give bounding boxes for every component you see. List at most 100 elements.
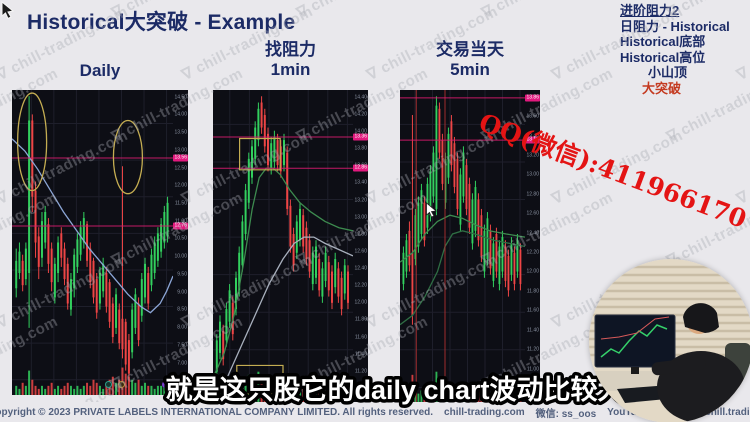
page-title: Historical大突破 - Example [27,11,296,34]
axis-label: 12.00 [354,299,367,306]
axis-label: 11.00 [354,385,367,392]
price-flag-badge: 12.76 [173,222,188,230]
annotations [213,137,353,394]
mouse-cursor-icon [1,1,15,19]
chart-title-1min: 找阻力 1min [213,40,368,80]
menu-item-daily-resistance-historical: 日阻力 - Historical [620,18,730,34]
chart-panel-1min: 14.4014.2014.0013.8013.6013.4013.2013.00… [213,90,368,403]
axis-label: 13.00 [526,171,539,178]
daily-candlestick-plot [12,90,173,395]
axis-label: 9.50 [177,271,187,278]
watermark-tile: ∇ chill-trading.com [294,0,431,22]
axis-label: 11.00 [526,366,539,372]
axis-label: 13.00 [174,147,187,154]
axis-label: 13.60 [526,113,539,120]
axis-label: 10.80 [526,385,539,392]
axis-label: 11.50 [174,200,187,207]
axis-label: 14.00 [354,128,367,135]
chart-title-1min-line1: 找阻力 [265,40,316,59]
axis-label: 13.20 [526,152,539,159]
menu-item-big-breakout: 大突破 [642,80,682,96]
person [651,303,750,422]
annotations [12,93,173,226]
axis-label: 8.00 [177,324,187,331]
5min-price-axis: 13.8013.6013.4013.2013.0012.8012.6012.40… [525,90,540,403]
axis-label: 12.60 [526,210,539,217]
axis-label: 12.80 [354,231,367,238]
axis-label: 9.00 [177,289,187,296]
moving-averages [400,215,525,325]
axis-label: 11.20 [354,368,367,375]
candles [15,96,169,380]
axis-label: 11.80 [526,288,539,295]
axis-label: 13.50 [174,129,187,136]
candles [402,96,522,324]
axis-label: 11.20 [526,346,539,353]
axis-label: 12.00 [526,268,539,275]
chart-title-5min-line1: 交易当天 [436,40,504,59]
daily-indicator-chips: 5d [12,381,188,389]
axis-label: 7.50 [177,342,187,349]
axis-label: 11.40 [526,327,539,334]
subtitle-text: 就是这只股它的daily chart波动比较大 [165,374,624,405]
grid [213,90,353,403]
menu-item-historical-high: Historical高位 [620,49,706,65]
axis-label: 14.50 [174,94,187,101]
axis-label: 13.40 [526,134,539,139]
chart-title-5min-line2: 5min [450,60,490,79]
axis-label: 11.40 [354,351,367,358]
5min-candlestick-plot [400,90,525,403]
chart-title-daily-line1: Daily [79,61,121,80]
price-flag-badge: 13.16 [525,136,540,144]
daily-price-axis: 14.50 14.00 13.50 13.00 12.50 12.00 11.50 11.00… [173,90,188,395]
chart-title-5min: 交易当天 5min [400,40,540,80]
axis-label: 6.50 [177,377,187,384]
menu-item-small-hilltop: 小山顶 [648,65,688,80]
axis-label: 12.80 [526,191,539,198]
trading-monitor [594,314,676,374]
axis-label: 11.80 [354,316,367,323]
axis-label: 12.40 [354,265,367,272]
volume-bars [215,371,349,403]
axis-label: 13.20 [354,197,367,204]
axis-label: 12.00 [174,182,187,189]
axis-label: 12.20 [354,282,367,289]
1min-candlestick-plot [213,90,353,403]
axis-label: 13.40 [354,179,367,186]
axis-label: 10.50 [174,235,187,242]
chart-mouse-cursor-icon [426,202,437,218]
chart-panel-daily: 14.50 14.00 13.50 13.00 12.50 12.00 11.50 11.00… [12,90,188,395]
webcam-overlay [589,259,750,422]
axis-label: 11.00 [174,218,187,225]
chart-title-1min-line2: 1min [270,60,311,79]
footer-site: chill-trading.com [444,406,525,418]
footer-wechat: 微信: ss_oos [535,408,597,420]
indicator-dot-teal-icon [105,381,113,388]
axis-label: 14.00 [174,111,187,118]
topic-menu: 进阶阻力2 日阻力 - Historical Historical底部 Hist… [620,3,750,96]
indicator-dot-orange-icon [117,381,125,388]
menu-item-historical-bottom: Historical底部 [620,34,706,49]
axis-label: 13.80 [354,145,367,152]
axis-label: 12.50 [174,165,187,172]
price-flag-badge: 13.36 [353,133,368,141]
axis-label: 12.20 [526,249,539,256]
price-flag-badge: 13.56 [173,154,188,162]
axis-label: 14.20 [354,111,367,118]
chart-title-daily: Daily [12,61,188,81]
price-flag-badge: 13.86 [525,94,540,102]
axis-label: 12.60 [354,248,367,255]
axis-label: 12.40 [526,230,539,237]
daily-range-label: 5d [172,382,178,388]
copyright-text: Copyright © 2023 PRIVATE LABELS INTERNAT… [0,406,434,418]
1min-price-axis: 14.4014.2014.0013.8013.6013.4013.2013.00… [353,90,368,403]
axis-label: 11.60 [526,307,539,314]
axis-label: 8.50 [177,306,187,313]
axis-label: 11.60 [354,334,367,341]
annotations [400,90,525,403]
axis-label: 13.00 [354,214,367,221]
price-flag-badge: 12.86 [353,164,368,172]
menu-item-advanced-resistance-2: 进阶阻力2 [620,3,680,18]
chart-panel-5min: 13.8013.6013.4013.2013.0012.8012.6012.40… [400,90,540,403]
